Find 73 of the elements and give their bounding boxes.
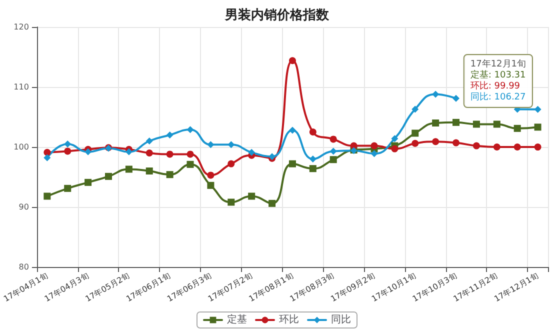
point (472, 142, 480, 150)
point (186, 160, 194, 168)
y-tick-label: 80 (18, 262, 29, 272)
point (330, 136, 337, 143)
point (370, 142, 378, 150)
point (44, 148, 51, 156)
point (391, 145, 398, 152)
y-tick-label: 90 (18, 202, 29, 212)
point (64, 140, 72, 148)
y-tick-label: 110 (14, 82, 29, 92)
annotation: 17年12月1旬 (470, 58, 526, 70)
point (288, 126, 296, 134)
y-tick-label: 100 (14, 142, 29, 152)
point (44, 192, 51, 200)
point (248, 192, 256, 200)
legend-label: 同比 (331, 314, 351, 326)
point (452, 118, 460, 126)
point (64, 184, 72, 192)
point (268, 200, 276, 207)
point (330, 148, 337, 155)
point (248, 148, 256, 156)
point (125, 148, 132, 156)
point (370, 150, 378, 158)
point (534, 106, 542, 113)
point (166, 150, 174, 158)
point (288, 57, 296, 64)
point (44, 154, 51, 162)
point (493, 144, 500, 150)
point (207, 172, 214, 179)
point (166, 132, 174, 138)
point (207, 141, 214, 148)
point (288, 160, 296, 168)
point (534, 124, 542, 131)
point (125, 166, 132, 173)
point (493, 120, 500, 128)
point (432, 120, 440, 126)
point (412, 140, 419, 147)
point (166, 171, 174, 178)
point (452, 139, 460, 146)
point (412, 130, 419, 137)
point (84, 148, 92, 156)
point (146, 150, 153, 156)
point (104, 172, 112, 180)
chart-title: 男装内销价格指数 (224, 8, 330, 23)
point (146, 168, 153, 174)
point (64, 148, 72, 155)
point (514, 144, 521, 150)
point (452, 94, 460, 102)
point (146, 138, 153, 144)
point (391, 135, 398, 142)
point (432, 90, 440, 98)
point (534, 144, 542, 151)
legend-label: 定基 (227, 314, 247, 326)
point (432, 138, 440, 146)
y-tick-label: 120 (14, 22, 29, 32)
annotation: 定基: 103.31 (470, 70, 526, 80)
point (309, 128, 316, 136)
point (207, 182, 214, 189)
point (472, 120, 480, 128)
point (412, 106, 419, 113)
point (186, 126, 194, 134)
point (186, 150, 194, 158)
point (84, 178, 92, 186)
point (309, 156, 316, 162)
point (330, 156, 337, 164)
annotation: 环比: 99.99 (470, 80, 520, 92)
point (228, 198, 235, 206)
point (228, 141, 235, 148)
point (228, 160, 235, 168)
point (514, 124, 521, 132)
legend-label: 环比 (279, 314, 299, 326)
annotation: 同比: 106.27 (470, 92, 526, 102)
point (309, 165, 316, 172)
